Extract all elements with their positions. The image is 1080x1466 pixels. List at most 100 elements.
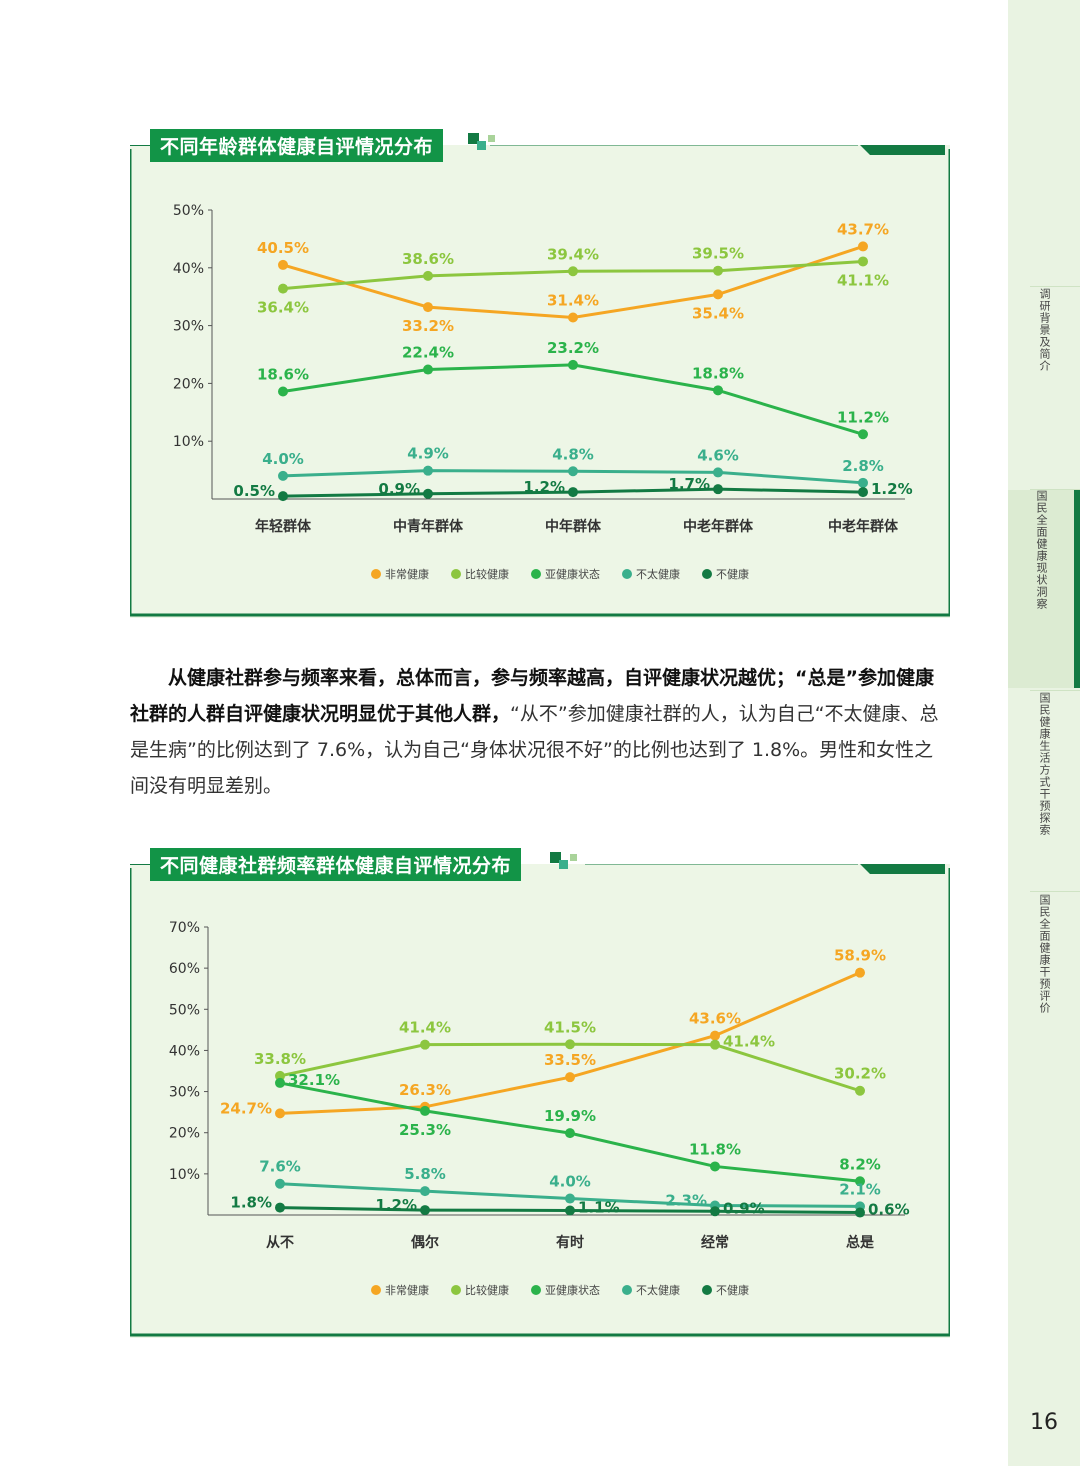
tab-intervention-evaluation[interactable]: 国民全面健康干预评价 [1038,894,1051,1014]
x-tick-label: 从不 [266,1235,294,1251]
y-tick-label: 40% [173,261,204,277]
data-point [858,429,868,440]
data-label: 43.6% [689,1010,741,1028]
data-label: 1.1% [578,1198,620,1216]
data-point [423,270,433,281]
data-point [278,259,288,270]
x-tick-label: 年轻群体 [255,518,312,535]
data-point [275,1178,285,1189]
data-label: 38.6% [402,250,454,268]
data-label: 41.4% [723,1033,775,1051]
series-line [282,363,864,436]
data-label: 30.2% [834,1065,886,1083]
data-point [858,256,868,267]
chart-legend: 非常健康 比较健康 亚健康状态 不太健康 不健康 [371,1283,749,1297]
data-label: 19.9% [544,1107,596,1125]
data-point [568,466,578,477]
data-label: 4.8% [552,445,594,463]
data-point [423,488,433,499]
data-point [713,467,723,478]
legend-label: 亚健康状态 [545,1283,600,1297]
chart-legend: 非常健康 比较健康 亚健康状态 不太健康 不健康 [371,567,749,581]
data-label: 41.1% [837,271,889,289]
data-point [420,1186,430,1197]
data-point [855,967,865,978]
data-label: 0.9% [723,1199,765,1217]
data-label: 39.4% [547,245,599,263]
data-label: 24.7% [220,1099,272,1117]
legend-marker [702,1285,712,1295]
data-label: 1.7% [668,475,710,493]
data-label: 1.2% [523,478,565,496]
data-label: 33.5% [544,1051,596,1069]
data-label: 32.1% [288,1071,340,1089]
data-point [275,1070,285,1081]
data-point [710,1039,720,1050]
data-point [420,1205,430,1216]
legend-marker [371,1285,381,1295]
data-point [565,1205,575,1216]
x-tick-label: 有时 [556,1234,584,1251]
legend-marker [622,569,632,579]
x-tick-label: 经常 [701,1234,729,1251]
data-point [855,1207,865,1218]
data-point [568,312,578,323]
y-tick-label: 50% [169,1002,200,1018]
data-label: 4.9% [407,445,449,463]
legend-label: 不太健康 [636,1283,680,1297]
data-label: 0.6% [868,1201,910,1219]
legend-marker [702,569,712,579]
legend-label: 不健康 [716,567,749,581]
data-label: 4.6% [697,446,739,464]
data-point [568,359,578,370]
legend-marker [531,1285,541,1295]
data-point [423,364,433,375]
data-point [568,266,578,277]
data-label: 2.3% [665,1192,707,1210]
data-point [713,484,723,495]
legend-label: 比较健康 [465,1283,509,1297]
x-tick-label: 中青年群体 [393,518,464,535]
data-point [420,1105,430,1116]
data-point [713,385,723,396]
data-label: 7.6% [259,1158,301,1176]
data-label: 8.2% [839,1155,881,1173]
data-label: 25.3% [399,1121,451,1139]
data-point [275,1077,285,1088]
y-tick-label: 10% [173,434,204,450]
data-label: 39.5% [692,245,744,263]
legend-label: 比较健康 [465,567,509,581]
data-label: 1.2% [375,1196,417,1214]
data-point [710,1206,720,1217]
data-label: 0.9% [378,480,420,498]
paragraph-normal-text: “从不”参加健康社群的人，认为自己“不太健康、总是生病”的比例达到了 7.6%，… [130,703,939,797]
data-point [423,465,433,476]
y-tick-label: 30% [173,319,204,335]
tab-health-status[interactable]: 国民全面健康现状洞察 [1008,490,1080,688]
data-point [278,386,288,397]
line-chart-frequency: 70% 60% 50% 40% 30% 20% 10% 从不 偶尔 有时 经常 总是 24.7% 26.3… [169,920,910,1297]
data-point [565,1072,575,1083]
data-point [713,265,723,276]
data-label: 40.5% [257,239,309,257]
tab-research-background[interactable]: 调研背景及简介 [1038,288,1051,372]
data-point [423,302,433,313]
data-label: 33.8% [254,1050,306,1068]
panel-frame [130,145,950,617]
y-tick-label: 50% [173,203,204,219]
legend-marker [451,1285,461,1295]
data-label: 26.3% [399,1081,451,1099]
data-label: 43.7% [837,220,889,238]
chart-panel-age: 不同年龄群体健康自评情况分布 50% 40% 30% 20% 10% 年轻群体 中青年群体 中… [130,129,950,618]
data-label: 35.4% [692,304,744,322]
data-label: 0.5% [233,482,275,500]
data-label: 23.2% [547,339,599,357]
tab-divider [1030,891,1080,892]
section-sidebar: 调研背景及简介 国民全面健康现状洞察 国民健康生活方式干预探索 国民全面健康干预… [1008,0,1080,1466]
tab-lifestyle-intervention[interactable]: 国民健康生活方式干预探索 [1038,692,1051,836]
data-point [858,241,868,252]
data-label: 33.2% [402,317,454,335]
data-label: 5.8% [404,1165,446,1183]
y-tick-label: 20% [173,376,204,392]
legend-label: 不健康 [716,1283,749,1297]
